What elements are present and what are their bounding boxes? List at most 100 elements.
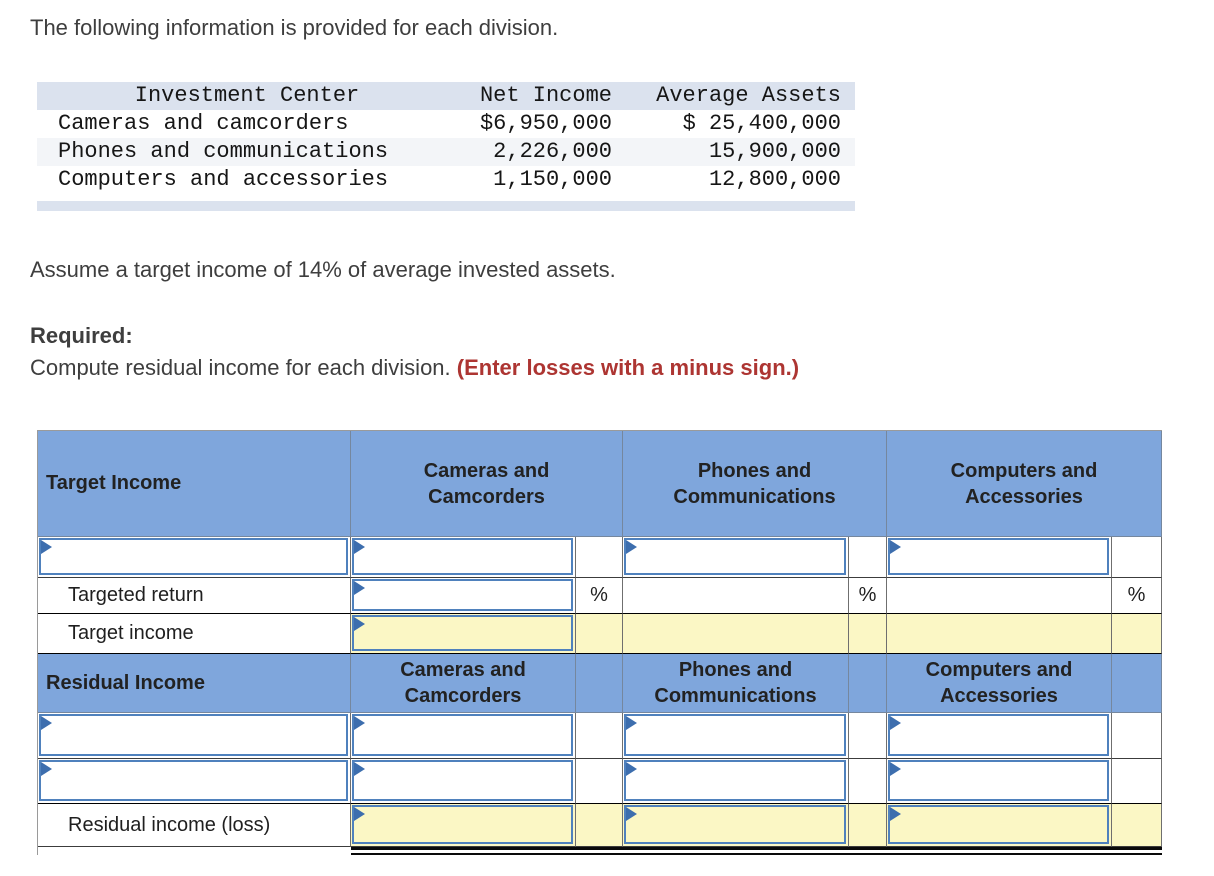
ri-loss-cameras-input[interactable] xyxy=(352,805,573,844)
row-division-name: Computers and accessories xyxy=(58,167,389,192)
task-sentence: Compute residual income for each divisio… xyxy=(30,355,451,380)
ri-row2-cameras-input[interactable] xyxy=(352,760,573,801)
intro-text: The following information is provided fo… xyxy=(30,15,559,40)
row-net-income: 1,150,000 xyxy=(493,167,612,192)
header-spacer-cell xyxy=(1112,654,1162,713)
spacer-cell xyxy=(849,537,887,578)
ti-entry-label-cell xyxy=(38,537,351,578)
ri-row1-label-cell xyxy=(38,713,351,759)
row-average-assets: 15,900,000 xyxy=(708,139,841,164)
spacer-cell xyxy=(849,713,887,759)
header-spacer-cell xyxy=(576,654,623,713)
ri-row1-label-input[interactable] xyxy=(39,714,348,756)
row-division-name: Cameras and camcorders xyxy=(58,111,349,136)
spacer-cell xyxy=(849,804,887,847)
ti-entry-computers-cell xyxy=(887,537,1112,578)
ri-row2-phones-cell xyxy=(623,759,849,804)
target-income-phones-cell xyxy=(623,614,849,654)
ri-loss-phones-cell xyxy=(623,804,849,847)
spacer-cell xyxy=(1112,804,1162,847)
task-emphasis: (Enter losses with a minus sign.) xyxy=(456,355,800,380)
cell-marker-icon xyxy=(890,807,901,821)
ri-row2-phones-input[interactable] xyxy=(624,760,846,801)
percent-cell: % xyxy=(576,578,623,614)
table-row: Computers and accessories 1,150,000 12,8… xyxy=(37,166,855,194)
residual-income-loss-label: Residual income (loss) xyxy=(38,804,351,847)
ti-entry-phones-input[interactable] xyxy=(624,538,846,575)
bottom-left-spacer xyxy=(38,847,351,855)
spacer-cell xyxy=(576,614,623,654)
target-income-computers-cell xyxy=(887,614,1112,654)
row-average-assets: 12,800,000 xyxy=(708,167,841,192)
percent-cell: % xyxy=(1112,578,1162,614)
cell-marker-icon xyxy=(626,762,637,776)
row-net-income: 2,226,000 xyxy=(493,139,612,164)
target-income-cameras-cell xyxy=(351,614,576,654)
row-average-assets: $ 25,400,000 xyxy=(682,111,841,136)
header-spacer-cell xyxy=(849,654,887,713)
cell-marker-icon xyxy=(626,540,637,554)
ti-entry-cameras-cell xyxy=(351,537,576,578)
division-info-table: Investment Center Net Income Average Ass… xyxy=(37,82,855,211)
residual-income-worksheet: Target Income Cameras and Camcorders Pho… xyxy=(37,430,1162,855)
cell-marker-icon xyxy=(626,807,637,821)
ri-col-header-cameras: Cameras and Camcorders xyxy=(351,654,576,713)
spacer-cell xyxy=(576,804,623,847)
target-income-label: Target income xyxy=(38,614,351,654)
ri-loss-phones-input[interactable] xyxy=(624,805,846,844)
cell-marker-icon xyxy=(890,762,901,776)
ti-col-header-computers: Computers and Accessories xyxy=(887,431,1162,537)
ti-col-header-phones: Phones and Communications xyxy=(623,431,887,537)
target-income-section-header: Target Income xyxy=(38,431,351,537)
ti-entry-computers-input[interactable] xyxy=(888,538,1109,575)
cell-marker-icon xyxy=(354,540,365,554)
target-income-cameras-input[interactable] xyxy=(352,615,573,651)
cell-marker-icon xyxy=(354,807,365,821)
ri-col-header-computers: Computers and Accessories xyxy=(887,654,1112,713)
table-row: Phones and communications 2,226,000 15,9… xyxy=(37,138,855,166)
cell-marker-icon xyxy=(354,762,365,776)
cell-marker-icon xyxy=(354,581,365,595)
targeted-return-cameras-cell xyxy=(351,578,576,614)
ri-row1-computers-input[interactable] xyxy=(888,714,1109,756)
targeted-return-phones-cell xyxy=(623,578,849,614)
targeted-return-label: Targeted return xyxy=(38,578,351,614)
row-net-income: $6,950,000 xyxy=(479,111,612,136)
cell-marker-icon xyxy=(41,716,52,730)
ri-row2-computers-input[interactable] xyxy=(888,760,1109,801)
ti-entry-phones-cell xyxy=(623,537,849,578)
ri-loss-computers-input[interactable] xyxy=(888,805,1109,844)
ri-col-header-phones: Phones and Communications xyxy=(623,654,849,713)
cell-marker-icon xyxy=(626,716,637,730)
ri-row1-phones-input[interactable] xyxy=(624,714,846,756)
header-net-income: Net Income xyxy=(479,83,612,108)
cell-marker-icon xyxy=(354,716,365,730)
ri-row2-computers-cell xyxy=(887,759,1112,804)
spacer-cell xyxy=(1112,614,1162,654)
table-row: Cameras and camcorders $6,950,000 $ 25,4… xyxy=(37,110,855,138)
row-division-name: Phones and communications xyxy=(58,139,389,164)
spacer-cell xyxy=(576,537,623,578)
ri-row2-label-input[interactable] xyxy=(39,760,348,801)
percent-cell: % xyxy=(849,578,887,614)
ri-row1-computers-cell xyxy=(887,713,1112,759)
header-average-assets: Average Assets xyxy=(656,83,841,108)
spacer-cell xyxy=(1112,759,1162,804)
spacer-cell xyxy=(849,614,887,654)
ti-entry-cameras-input[interactable] xyxy=(352,538,573,575)
ri-row2-label-cell xyxy=(38,759,351,804)
cell-marker-icon xyxy=(354,617,365,631)
cell-marker-icon xyxy=(41,540,52,554)
cell-marker-icon xyxy=(890,540,901,554)
residual-income-section-header: Residual Income xyxy=(38,654,351,713)
targeted-return-cameras-input[interactable] xyxy=(352,579,573,611)
ri-row1-cameras-input[interactable] xyxy=(352,714,573,756)
assumption-text: Assume a target income of 14% of average… xyxy=(30,257,616,282)
ti-entry-label-input[interactable] xyxy=(39,538,348,575)
spacer-cell xyxy=(849,759,887,804)
targeted-return-computers-cell xyxy=(887,578,1112,614)
spacer-cell xyxy=(1112,713,1162,759)
spacer-cell xyxy=(576,713,623,759)
ri-loss-cameras-cell xyxy=(351,804,576,847)
